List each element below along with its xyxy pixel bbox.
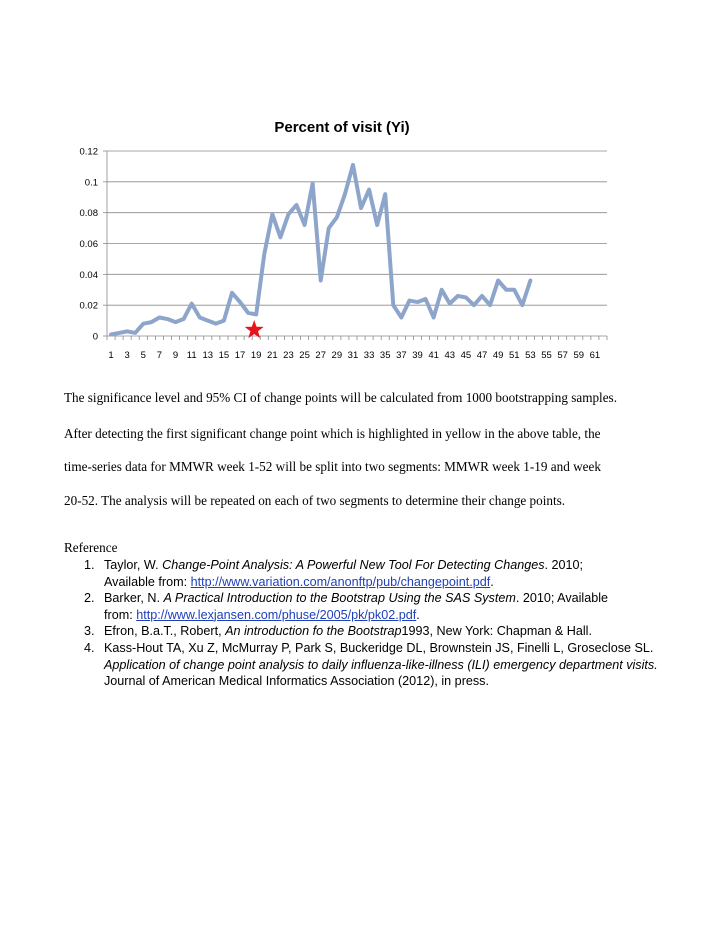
x-tick-label: 29 xyxy=(332,350,343,361)
x-tick-label: 47 xyxy=(477,350,488,361)
x-tick-label: 15 xyxy=(219,350,230,361)
reference-link[interactable]: http://www.lexjansen.com/phuse/2005/pk/p… xyxy=(136,607,417,622)
paragraph-bootstrap: The significance level and 95% CI of cha… xyxy=(64,390,617,405)
reference-link[interactable]: http://www.variation.com/anonftp/pub/cha… xyxy=(190,574,491,589)
x-tick-label: 33 xyxy=(364,350,375,361)
x-tick-label: 23 xyxy=(283,350,294,361)
x-tick-label: 51 xyxy=(509,350,520,361)
reference-title: A Practical Introduction to the Bootstra… xyxy=(163,591,516,605)
x-tick-label: 5 xyxy=(141,350,146,361)
line-chart: Percent of visit (Yi) 00.020.040.060.080… xyxy=(80,119,608,361)
reference-available: from: xyxy=(104,607,137,622)
reference-number: 1. xyxy=(84,558,95,572)
y-tick-label: 0 xyxy=(93,332,98,343)
series xyxy=(109,162,533,337)
reference-info: Journal of American Medical Informatics … xyxy=(104,674,489,688)
x-tick-label: 19 xyxy=(251,350,262,361)
x-tick-label: 1 xyxy=(108,350,113,361)
reference-item-2: 2. Barker, N. A Practical Introduction t… xyxy=(84,590,684,623)
x-tick-label: 9 xyxy=(173,350,178,361)
x-tick-label: 57 xyxy=(557,350,568,361)
x-tick-label: 53 xyxy=(525,350,536,361)
x-tick-label: 27 xyxy=(315,350,326,361)
x-tick-label: 17 xyxy=(235,350,246,361)
reference-heading: Reference xyxy=(64,540,118,555)
x-tick-label: 37 xyxy=(396,350,407,361)
paragraph-change-point: After detecting the first significant ch… xyxy=(64,426,601,441)
x-tick-label: 55 xyxy=(541,350,552,361)
y-tick-labels: 0 0.02 0.04 0.06 0.08 0.1 0.12 xyxy=(80,147,99,343)
x-tick-label: 3 xyxy=(125,350,130,361)
reference-number: 3. xyxy=(84,624,95,638)
reference-authors: Taylor, W. xyxy=(104,558,163,572)
reference-info: . 2010; xyxy=(544,558,584,572)
x-tick-label: 45 xyxy=(461,350,472,361)
y-tick-label: 0.06 xyxy=(80,239,99,250)
series-line xyxy=(109,162,533,337)
x-tick-label: 61 xyxy=(590,350,601,361)
reference-authors: Kass-Hout TA, Xu Z, McMurray P, Park S, … xyxy=(104,641,654,655)
x-tick-label: 31 xyxy=(348,350,359,361)
reference-item-1: 1. Taylor, W. Change-Point Analysis: A P… xyxy=(84,557,684,590)
y-tick-label: 0.12 xyxy=(80,147,99,158)
y-tick-label: 0.1 xyxy=(85,177,98,188)
reference-title: An introduction fo the Bootstrap xyxy=(225,624,402,638)
x-tick-label: 41 xyxy=(428,350,439,361)
x-tick-label: 39 xyxy=(412,350,423,361)
reference-number: 2. xyxy=(84,591,95,605)
reference-authors: Barker, N. xyxy=(104,591,164,605)
y-tick-label: 0.08 xyxy=(80,208,99,219)
x-tick-label: 21 xyxy=(267,350,278,361)
reference-number: 4. xyxy=(84,641,95,655)
x-tick-label: 35 xyxy=(380,350,391,361)
y-tick-label: 0.02 xyxy=(80,301,99,312)
reference-end: . xyxy=(490,574,494,589)
star-icon xyxy=(244,320,264,339)
reference-title: Change-Point Analysis: A Powerful New To… xyxy=(162,558,545,572)
reference-title: Application of change point analysis to … xyxy=(104,657,658,672)
reference-info: . 2010; Available xyxy=(515,591,609,605)
x-tick-labels: 1 3 5 7 9 11 13 15 17 19 21 23 25 27 29 31 33 35 37 39 41 43 4… xyxy=(108,350,600,361)
reference-item-3: 3. Efron, B.a.T., Robert, An introductio… xyxy=(84,623,684,640)
x-tick-label: 59 xyxy=(573,350,584,361)
change-point-marker xyxy=(244,320,264,339)
axes xyxy=(106,151,608,340)
reference-available: Available from: xyxy=(104,574,191,589)
chart-title: Percent of visit (Yi) xyxy=(274,119,409,136)
reference-authors: Efron, B.a.T., Robert, xyxy=(104,624,226,638)
reference-info: 1993, New York: Chapman & Hall. xyxy=(401,624,592,638)
paragraph-analysis: 20-52. The analysis will be repeated on … xyxy=(64,493,566,508)
y-tick-label: 0.04 xyxy=(80,270,99,281)
x-tick-label: 43 xyxy=(444,350,455,361)
x-tick-label: 11 xyxy=(187,350,197,361)
x-tick-label: 25 xyxy=(299,350,310,361)
paragraph-segments: time-series data for MMWR week 1-52 will… xyxy=(64,459,601,474)
x-tick-label: 13 xyxy=(203,350,214,361)
x-tick-label: 7 xyxy=(157,350,162,361)
x-tick-label: 49 xyxy=(493,350,504,361)
reference-item-4: 4. Kass-Hout TA, Xu Z, McMurray P, Park … xyxy=(84,640,684,690)
reference-end: . xyxy=(416,607,420,622)
